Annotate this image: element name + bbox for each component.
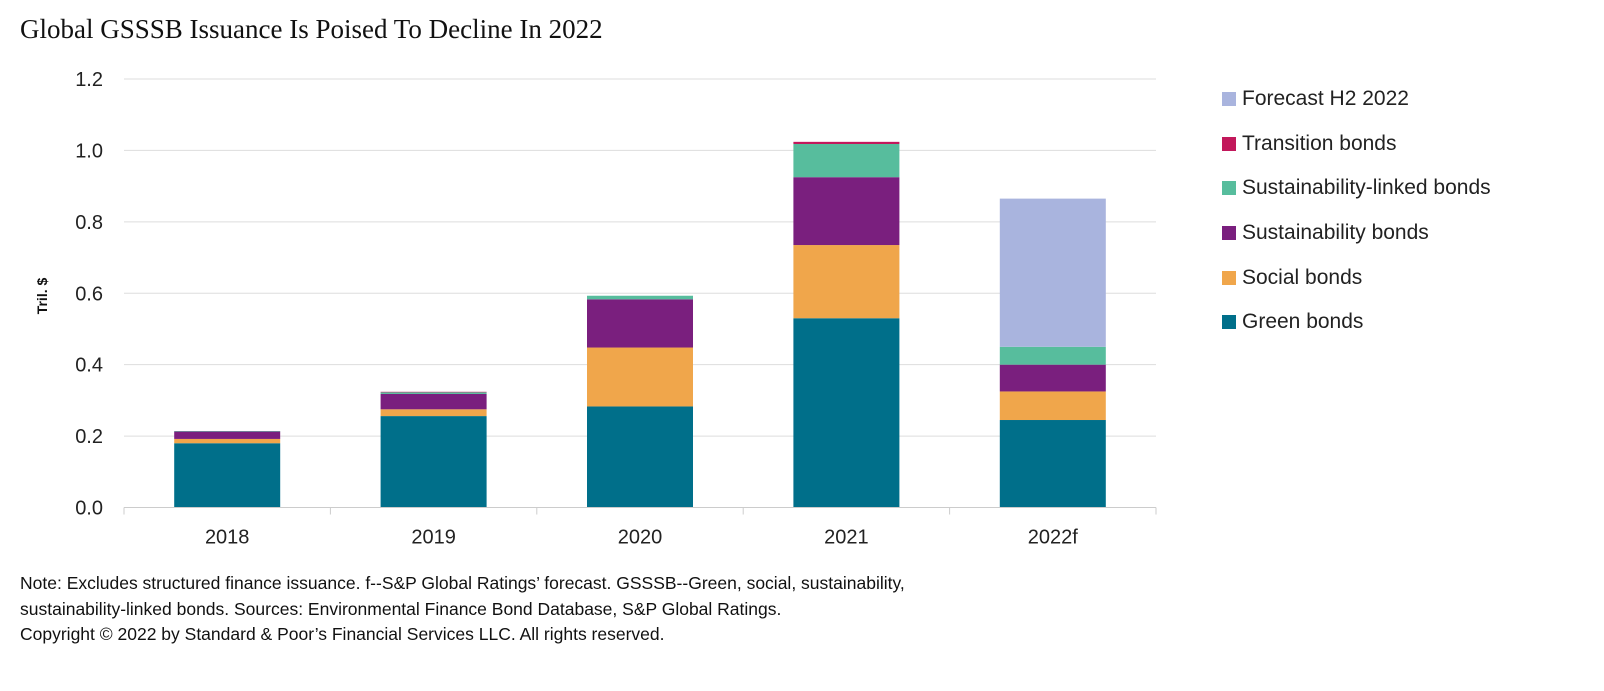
x-tick-label: 2022f [1028, 527, 1078, 549]
legend-swatch [1222, 270, 1236, 285]
bar-segment [174, 438, 281, 444]
x-tick-label: 2020 [618, 527, 663, 549]
legend: Forecast H2 2022 Transition bonds Sustaina… [1222, 77, 1491, 345]
chart-title: Global GSSSB Issuance Is Poised To Decli… [20, 14, 603, 44]
legend-item: Sustainability-linked bonds [1222, 166, 1491, 211]
legend-item: Social bonds [1222, 255, 1491, 300]
bar-segment [999, 346, 1106, 365]
x-tick-label: 2018 [205, 527, 250, 549]
y-axis-label: Tril. $ [34, 278, 50, 315]
x-tick-label: 2019 [411, 527, 456, 549]
y-tick-label: 1.0 [75, 140, 103, 162]
bar-segment [174, 431, 281, 439]
legend-swatch [1222, 315, 1236, 330]
bar-segment [999, 364, 1106, 392]
y-tick-label: 0.4 [75, 355, 103, 377]
bar-segment [174, 443, 281, 508]
bar-segment [793, 245, 900, 319]
y-tick-label: 1.2 [75, 69, 103, 91]
bar-segment [380, 392, 487, 394]
legend-swatch [1222, 136, 1236, 151]
bar-segment [999, 391, 1106, 421]
bar-segment [793, 318, 900, 508]
bar-segment [587, 299, 693, 348]
legend-item: Forecast H2 2022 [1222, 77, 1491, 122]
bar-segment [587, 406, 693, 508]
footnotes: Note: Excludes structured finance issuan… [20, 571, 905, 648]
bar-segment [999, 198, 1106, 347]
legend-label: Social bonds [1242, 265, 1363, 289]
legend-item: Sustainability bonds [1222, 211, 1491, 256]
legend-label: Green bonds [1242, 310, 1364, 334]
bar-segment [174, 431, 281, 432]
legend-label: Forecast H2 2022 [1242, 87, 1409, 111]
bar-segment [999, 420, 1106, 508]
note-line: Note: Excludes structured finance issuan… [20, 573, 905, 593]
legend-swatch [1222, 226, 1236, 241]
y-tick-label: 0.8 [75, 212, 103, 234]
bar-segment [587, 347, 693, 407]
x-tick-label: 2021 [824, 527, 869, 549]
bar-segment [793, 177, 900, 246]
y-tick-label: 0.0 [75, 498, 103, 520]
bar-segment [380, 393, 487, 410]
bar-segment [380, 391, 487, 393]
y-tick-label: 0.2 [75, 426, 103, 448]
bar-segment [793, 141, 900, 144]
bar-segment [587, 295, 693, 300]
bar-segment [380, 416, 487, 508]
legend-item: Green bonds [1222, 300, 1491, 345]
bars [174, 141, 1106, 508]
legend-label: Transition bonds [1242, 131, 1397, 155]
y-tick-label: 0.6 [75, 283, 103, 305]
note-line: sustainability-linked bonds. Sources: En… [20, 598, 782, 619]
bar-segment [380, 409, 487, 417]
legend-label: Sustainability-linked bonds [1242, 176, 1491, 200]
bar-segment [793, 143, 900, 178]
legend-item: Transition bonds [1222, 122, 1491, 167]
copyright-line: Copyright © 2022 by Standard & Poor’s Fi… [20, 624, 665, 644]
legend-swatch [1222, 92, 1236, 107]
legend-label: Sustainability bonds [1242, 221, 1429, 245]
axes: 0.0 0.2 0.4 0.6 0.8 1.0 1.2 2018 2019 2020 2021 202… [75, 69, 1157, 549]
legend-swatch [1222, 181, 1236, 196]
